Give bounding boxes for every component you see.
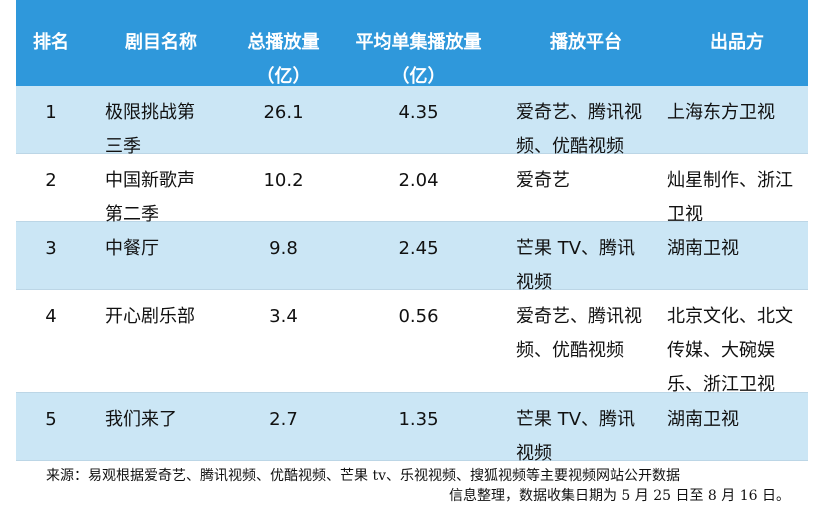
cell-name: 开心剧乐部 xyxy=(86,290,236,392)
cell-name-line: 三季 xyxy=(105,136,141,157)
cell-avg: 4.35 xyxy=(331,86,506,153)
cell-platform-line: 视频 xyxy=(516,443,552,464)
cell-total: 2.7 xyxy=(236,393,331,460)
cell-name-line: 第二季 xyxy=(105,204,159,225)
cell-total: 10.2 xyxy=(236,154,331,221)
ranking-table: 排名 剧目名称 总播放量 （亿） 平均单集播放量 （亿） 播放平台 出品方 1 极… xyxy=(16,0,808,464)
cell-total-value: 3.4 xyxy=(269,306,298,327)
source-line-1: 来源：易观根据爱奇艺、腾讯视频、优酷视频、芒果 tv、乐视视频、搜狐视频等主要视… xyxy=(46,468,680,484)
header-rank: 排名 xyxy=(16,0,86,86)
cell-avg-value: 0.56 xyxy=(398,306,439,327)
cell-rank-value: 5 xyxy=(45,409,57,430)
cell-total-value: 2.7 xyxy=(269,409,298,430)
cell-platform-line: 视频 xyxy=(516,272,552,293)
cell-platform-line: 爱奇艺 xyxy=(516,170,570,191)
cell-total: 3.4 xyxy=(236,290,331,392)
table-row: 3 中餐厅 9.8 2.45 芒果 TV、腾讯 视频 湖南卫视 xyxy=(16,222,808,293)
cell-rank-value: 1 xyxy=(45,102,57,123)
cell-producer: 湖南卫视 xyxy=(666,393,808,460)
cell-producer-line: 乐、浙江卫视 xyxy=(667,374,775,395)
header-avg-unit: （亿） xyxy=(391,66,446,87)
cell-producer-line: 湖南卫视 xyxy=(667,238,739,259)
cell-platform-line: 频、优酷视频 xyxy=(516,136,624,157)
cell-platform: 爱奇艺、腾讯视 频、优酷视频 xyxy=(506,86,666,157)
table-row: 4 开心剧乐部 3.4 0.56 爱奇艺、腾讯视 频、优酷视频 北京文化、北文 传媒、大碗娱乐… xyxy=(16,290,808,395)
cell-name-line: 中餐厅 xyxy=(105,238,159,259)
cell-producer: 灿星制作、浙江 卫视 xyxy=(666,154,808,225)
cell-platform: 芒果 TV、腾讯 视频 xyxy=(506,222,666,293)
cell-platform-line: 频、优酷视频 xyxy=(516,340,624,361)
cell-total-value: 9.8 xyxy=(269,238,298,259)
header-total-label: 总播放量 xyxy=(247,32,320,53)
cell-platform: 芒果 TV、腾讯 视频 xyxy=(506,393,666,464)
cell-platform: 爱奇艺、腾讯视 频、优酷视频 xyxy=(506,290,666,392)
cell-platform-line: 爱奇艺、腾讯视 xyxy=(516,102,642,123)
cell-rank-value: 4 xyxy=(45,306,57,327)
source-note: 来源：易观根据爱奇艺、腾讯视频、优酷视频、芒果 tv、乐视视频、搜狐视频等主要视… xyxy=(46,466,806,506)
cell-name: 我们来了 xyxy=(86,393,236,460)
cell-platform-line: 芒果 TV、腾讯 xyxy=(516,238,636,259)
cell-total-value: 26.1 xyxy=(263,102,304,123)
cell-avg-value: 2.04 xyxy=(398,170,439,191)
cell-rank-value: 3 xyxy=(45,238,57,259)
header-name-label: 剧目名称 xyxy=(125,32,197,53)
header-platform: 播放平台 xyxy=(506,0,666,86)
table-header: 排名 剧目名称 总播放量 （亿） 平均单集播放量 （亿） 播放平台 出品方 xyxy=(16,0,808,87)
header-producer: 出品方 xyxy=(666,0,808,86)
table-row: 2 中国新歌声第二季 10.2 2.04 爱奇艺 灿星制作、浙江 卫视 xyxy=(16,154,808,225)
cell-name: 极限挑战第 三季 xyxy=(86,86,236,157)
cell-platform-line: 爱奇艺、腾讯视 xyxy=(516,306,642,327)
cell-producer: 湖南卫视 xyxy=(666,222,808,289)
cell-platform-line: 芒果 TV、腾讯 xyxy=(516,409,636,430)
cell-avg: 0.56 xyxy=(331,290,506,392)
cell-avg: 2.04 xyxy=(331,154,506,221)
cell-producer-line: 传媒、大碗娱 xyxy=(667,340,775,361)
cell-rank: 3 xyxy=(16,222,86,289)
cell-rank-value: 2 xyxy=(45,170,57,191)
cell-producer-line: 卫视 xyxy=(667,204,703,225)
cell-producer-line: 湖南卫视 xyxy=(667,409,739,430)
cell-rank: 4 xyxy=(16,290,86,392)
cell-avg: 1.35 xyxy=(331,393,506,460)
cell-platform: 爱奇艺 xyxy=(506,154,666,221)
cell-producer: 上海东方卫视 xyxy=(666,86,808,153)
cell-producer-line: 灿星制作、浙江 xyxy=(667,170,793,191)
header-avg: 平均单集播放量 （亿） xyxy=(331,0,506,87)
header-producer-label: 出品方 xyxy=(710,32,764,53)
cell-name-line: 我们来了 xyxy=(105,409,177,430)
cell-producer-line: 上海东方卫视 xyxy=(667,102,775,123)
cell-name: 中餐厅 xyxy=(86,222,236,289)
cell-name-line: 中国新歌声 xyxy=(105,170,195,191)
source-line-2: 信息整理，数据收集日期为 5 月 25 日至 8 月 16 日。 xyxy=(448,488,790,504)
cell-name-line: 极限挑战第 xyxy=(105,102,195,123)
cell-total-value: 10.2 xyxy=(263,170,304,191)
cell-avg: 2.45 xyxy=(331,222,506,289)
cell-producer-line: 北京文化、北文 xyxy=(667,306,793,327)
table-row: 5 我们来了 2.7 1.35 芒果 TV、腾讯 视频 湖南卫视 xyxy=(16,393,808,464)
cell-total: 26.1 xyxy=(236,86,331,153)
cell-name-line: 开心剧乐部 xyxy=(105,306,195,327)
cell-avg-value: 2.45 xyxy=(398,238,439,259)
cell-name: 中国新歌声 第二季 xyxy=(86,154,236,225)
header-platform-label: 播放平台 xyxy=(550,32,622,53)
header-avg-label: 平均单集播放量 xyxy=(355,32,482,53)
table-row: 1 极限挑战第 三季 26.1 4.35 爱奇艺、腾讯视 频、优酷视频 上海东方卫视 xyxy=(16,86,808,157)
cell-rank: 1 xyxy=(16,86,86,153)
cell-producer: 北京文化、北文 传媒、大碗娱 乐、浙江卫视 xyxy=(666,290,808,395)
cell-rank: 5 xyxy=(16,393,86,460)
header-total: 总播放量 （亿） xyxy=(236,0,331,87)
cell-total: 9.8 xyxy=(236,222,331,289)
cell-rank: 2 xyxy=(16,154,86,221)
cell-avg-value: 1.35 xyxy=(398,409,439,430)
header-total-unit: （亿） xyxy=(256,66,311,87)
header-rank-label: 排名 xyxy=(33,32,69,53)
cell-avg-value: 4.35 xyxy=(398,102,439,123)
header-name: 剧目名称 xyxy=(86,0,236,86)
